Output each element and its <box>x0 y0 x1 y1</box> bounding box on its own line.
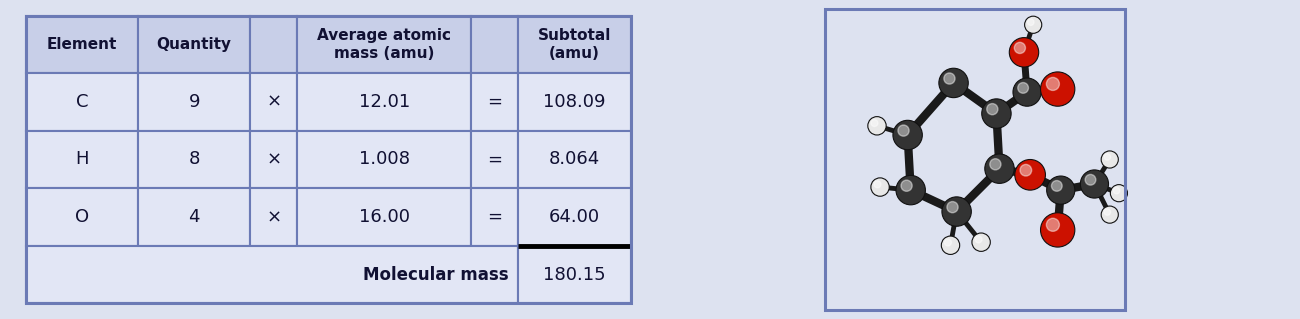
Text: 16.00: 16.00 <box>359 208 410 226</box>
Circle shape <box>1020 164 1032 176</box>
Circle shape <box>1024 16 1041 33</box>
FancyBboxPatch shape <box>26 131 138 188</box>
Text: 1.008: 1.008 <box>359 151 410 168</box>
Circle shape <box>868 117 887 135</box>
Circle shape <box>941 236 959 255</box>
Circle shape <box>1013 78 1041 106</box>
Circle shape <box>893 120 922 150</box>
Circle shape <box>1052 181 1062 191</box>
Circle shape <box>1080 170 1109 198</box>
Circle shape <box>1018 83 1028 93</box>
Circle shape <box>1009 38 1039 67</box>
Circle shape <box>1101 151 1118 168</box>
Circle shape <box>1014 42 1026 54</box>
Text: 180.15: 180.15 <box>543 266 606 284</box>
Text: 8.064: 8.064 <box>549 151 601 168</box>
Circle shape <box>975 236 982 243</box>
Text: Subtotal
(amu): Subtotal (amu) <box>538 28 611 61</box>
Circle shape <box>942 197 971 226</box>
Circle shape <box>1104 154 1110 160</box>
FancyBboxPatch shape <box>251 131 298 188</box>
Circle shape <box>1040 213 1075 247</box>
Circle shape <box>1110 185 1127 202</box>
Text: =: = <box>488 208 502 226</box>
FancyBboxPatch shape <box>138 188 251 246</box>
Text: Molecular mass: Molecular mass <box>363 266 508 284</box>
FancyBboxPatch shape <box>519 188 630 246</box>
Circle shape <box>1046 176 1075 204</box>
Text: ×: × <box>266 208 282 226</box>
FancyBboxPatch shape <box>26 246 519 303</box>
Circle shape <box>982 99 1011 128</box>
Circle shape <box>871 120 878 127</box>
FancyBboxPatch shape <box>251 73 298 131</box>
Circle shape <box>901 180 913 191</box>
FancyBboxPatch shape <box>519 131 630 188</box>
FancyBboxPatch shape <box>26 188 138 246</box>
FancyBboxPatch shape <box>26 16 138 73</box>
Circle shape <box>871 178 889 196</box>
Text: Average atomic
mass (amu): Average atomic mass (amu) <box>317 28 451 61</box>
Circle shape <box>1104 209 1110 215</box>
FancyBboxPatch shape <box>472 73 519 131</box>
Circle shape <box>944 239 952 246</box>
Circle shape <box>944 73 956 84</box>
FancyBboxPatch shape <box>298 131 472 188</box>
Text: 64.00: 64.00 <box>549 208 601 226</box>
Circle shape <box>1046 218 1059 231</box>
Circle shape <box>1040 72 1075 106</box>
Text: C: C <box>75 93 88 111</box>
Circle shape <box>1101 206 1118 223</box>
Circle shape <box>1086 174 1096 185</box>
FancyBboxPatch shape <box>138 131 251 188</box>
Text: 108.09: 108.09 <box>543 93 606 111</box>
Text: ×: × <box>266 151 282 168</box>
FancyBboxPatch shape <box>472 16 519 73</box>
Text: =: = <box>488 93 502 111</box>
FancyBboxPatch shape <box>298 73 472 131</box>
Circle shape <box>946 202 958 213</box>
Circle shape <box>939 68 968 98</box>
FancyBboxPatch shape <box>298 188 472 246</box>
FancyBboxPatch shape <box>298 16 472 73</box>
FancyBboxPatch shape <box>251 16 298 73</box>
Circle shape <box>1046 78 1059 91</box>
Text: Quantity: Quantity <box>157 37 231 52</box>
Text: ×: × <box>266 93 282 111</box>
FancyBboxPatch shape <box>138 73 251 131</box>
Circle shape <box>1027 19 1034 26</box>
Text: 9: 9 <box>188 93 200 111</box>
Text: 4: 4 <box>188 208 200 226</box>
Circle shape <box>874 181 881 188</box>
Text: 8: 8 <box>188 151 200 168</box>
FancyBboxPatch shape <box>138 16 251 73</box>
Circle shape <box>987 104 998 115</box>
FancyBboxPatch shape <box>472 131 519 188</box>
Text: Element: Element <box>47 37 117 52</box>
Circle shape <box>896 175 926 205</box>
FancyBboxPatch shape <box>519 16 630 73</box>
Text: =: = <box>488 151 502 168</box>
Text: O: O <box>75 208 88 226</box>
FancyBboxPatch shape <box>472 188 519 246</box>
Circle shape <box>898 125 909 136</box>
Circle shape <box>972 233 991 251</box>
FancyBboxPatch shape <box>519 73 630 131</box>
Text: H: H <box>75 151 88 168</box>
Circle shape <box>1015 160 1045 190</box>
Circle shape <box>1113 187 1119 194</box>
FancyBboxPatch shape <box>26 73 138 131</box>
Circle shape <box>985 154 1014 183</box>
Circle shape <box>989 159 1001 170</box>
FancyBboxPatch shape <box>251 188 298 246</box>
FancyBboxPatch shape <box>519 246 630 303</box>
Text: 12.01: 12.01 <box>359 93 410 111</box>
